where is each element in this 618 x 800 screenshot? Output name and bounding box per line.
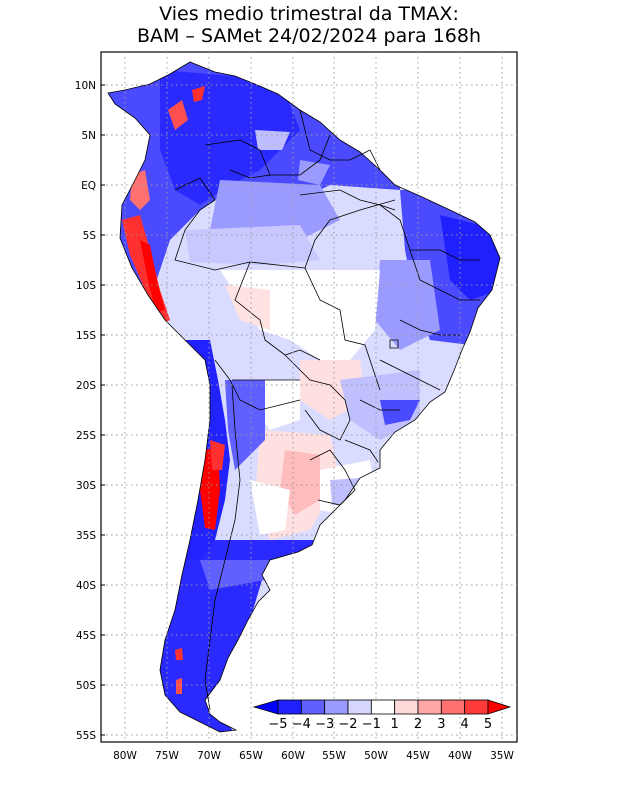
lon-tick-label: 60W bbox=[281, 750, 305, 762]
lat-tick-label: EQ bbox=[81, 180, 96, 192]
colorbar-box bbox=[324, 699, 349, 715]
lat-tick-label: 35S bbox=[76, 530, 96, 542]
lat-tick-label: 5S bbox=[83, 230, 97, 242]
lon-tick-label: 80W bbox=[113, 750, 137, 762]
colorbar-label: −3 bbox=[315, 717, 334, 732]
colorbar-labels: −5 −4 −3 −2 −1 1 2 3 4 5 bbox=[268, 717, 492, 732]
map-title-line1: Vies medio trimestral da TMAX: bbox=[159, 3, 459, 25]
lat-tick-label: 10S bbox=[76, 280, 96, 292]
colorbar-label: 2 bbox=[414, 717, 422, 732]
colorbar-box bbox=[300, 699, 326, 715]
graticule bbox=[101, 52, 517, 742]
colorbar-label: 5 bbox=[484, 717, 492, 732]
lon-tick-label: 45W bbox=[406, 750, 430, 762]
colorbar-box bbox=[370, 699, 396, 715]
colorbar-label: −1 bbox=[362, 717, 381, 732]
colorbar-label: −5 bbox=[268, 717, 287, 732]
colorbar-label: 1 bbox=[391, 717, 399, 732]
longitude-labels: 80W 75W 70W 65W 60W 55W 50W 45W 40W 35W bbox=[113, 750, 514, 762]
colorbar-label: −4 bbox=[292, 717, 311, 732]
lat-tick-label: 25S bbox=[76, 430, 96, 442]
colorbar-box bbox=[464, 699, 489, 715]
lat-tick-label: 10N bbox=[75, 80, 96, 92]
lon-tick-label: 75W bbox=[155, 750, 179, 762]
colorbar-box bbox=[440, 699, 466, 715]
lon-tick-label: 50W bbox=[364, 750, 388, 762]
country-borders bbox=[107, 61, 501, 733]
colorbar-label: 4 bbox=[461, 717, 469, 732]
latitude-labels: 10N 5N EQ 5S 10S 15S 20S 25S 30S 35S 40S 45S 50S 55S bbox=[75, 80, 105, 742]
lat-tick-label: 50S bbox=[76, 680, 96, 692]
lon-tick-label: 40W bbox=[448, 750, 472, 762]
colorbar-box bbox=[394, 699, 419, 715]
lat-tick-label: 45S bbox=[76, 630, 96, 642]
lon-tick-label: 70W bbox=[197, 750, 221, 762]
colorbar-label: 3 bbox=[437, 717, 445, 732]
lat-tick-label: 5N bbox=[81, 130, 96, 142]
colorbar-box bbox=[417, 699, 442, 715]
lon-tick-label: 55W bbox=[322, 750, 346, 762]
lat-tick-label: 15S bbox=[76, 330, 96, 342]
colorbar bbox=[252, 699, 512, 715]
lat-tick-label: 20S bbox=[76, 380, 96, 392]
lat-tick-label: 30S bbox=[76, 480, 96, 492]
lat-tick-label: 40S bbox=[76, 580, 96, 592]
colorbar-arrow-high bbox=[487, 699, 512, 715]
lon-tick-label: 35W bbox=[490, 750, 514, 762]
map-title-line2: BAM – SAMet 24/02/2024 para 168h bbox=[136, 25, 482, 47]
colorbar-box bbox=[277, 699, 302, 715]
lat-tick-label: 55S bbox=[76, 730, 96, 742]
colorbar-box bbox=[347, 699, 372, 715]
colorbar-label: −2 bbox=[338, 717, 357, 732]
lon-tick-label: 65W bbox=[239, 750, 263, 762]
